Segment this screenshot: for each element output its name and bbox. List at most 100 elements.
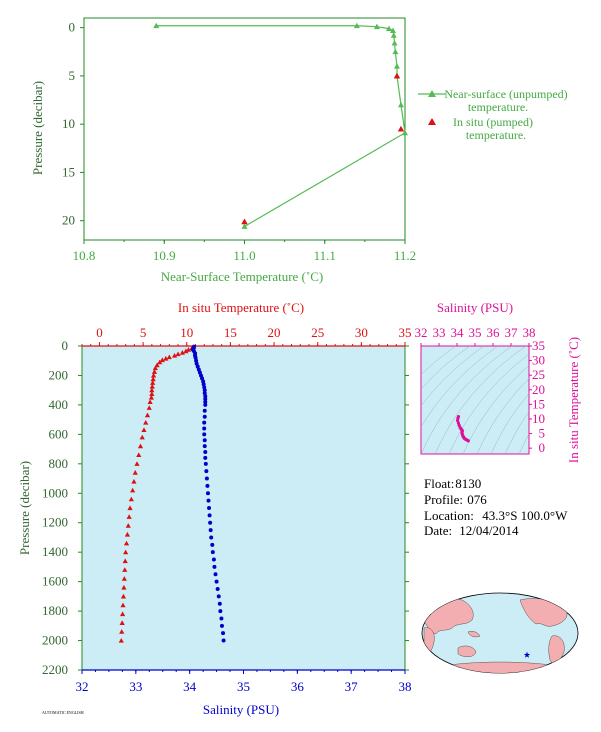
unpumped-temperature-point <box>392 48 399 55</box>
salinity-point <box>208 520 213 525</box>
in-situ-temperature-point <box>131 478 137 484</box>
ts-x-tick-label: 32 <box>415 325 428 340</box>
top-x-tick-label: 10.9 <box>153 248 176 263</box>
density-contour <box>421 346 499 428</box>
pumped-temperature-point <box>393 72 401 79</box>
ts-y-tick-label: 25 <box>532 367 545 382</box>
ts-point <box>466 439 470 443</box>
salinity-point <box>202 414 207 419</box>
salinity-point <box>204 476 209 481</box>
ts-y-tick-label: 10 <box>532 411 545 426</box>
unpumped-temperature-point <box>373 23 380 30</box>
salinity-point <box>203 450 208 455</box>
ts-y-tick-label: 0 <box>539 440 546 455</box>
salinity-point <box>203 394 208 399</box>
map-land-islands <box>467 631 481 638</box>
density-contour <box>462 365 529 454</box>
pressure-axis-label: Pressure (decibar) <box>17 461 32 555</box>
date-label: Date: <box>424 523 453 538</box>
unpumped-temperature-point <box>390 32 397 38</box>
in-situ-temperature-point <box>151 369 158 374</box>
salinity-point <box>205 491 210 496</box>
in-situ-temperature-point <box>148 394 155 400</box>
salinity-point <box>210 542 215 547</box>
pressure-tick-label: 1800 <box>42 603 68 618</box>
salinity-point <box>216 594 221 599</box>
pressure-tick-label: 2200 <box>42 662 68 677</box>
ts-y-tick-label: 35 <box>532 338 545 353</box>
temperature-axis-label: In situ Temperature (˚C) <box>178 300 304 315</box>
in-situ-temperature-point <box>157 359 163 365</box>
pressure-tick-label: 400 <box>49 397 69 412</box>
ts-point <box>455 418 460 423</box>
salinity-tick-label: 36 <box>291 679 305 694</box>
temperature-tick-label: 10 <box>180 325 193 340</box>
salinity-point <box>207 513 212 518</box>
in-situ-temperature-point <box>150 380 156 385</box>
in-situ-temperature-point <box>141 427 147 433</box>
footer-note: AUTOMATIC ENGLISH <box>42 710 84 715</box>
salinity-point <box>209 535 214 540</box>
in-situ-temperature-point <box>132 470 138 475</box>
salinity-point <box>206 498 211 503</box>
salinity-point <box>202 420 207 425</box>
in-situ-temperature-point <box>120 593 127 599</box>
ts-x-tick-label: 37 <box>505 325 519 340</box>
in-situ-temperature-point <box>119 620 125 625</box>
salinity-point <box>218 609 223 614</box>
legend-label-unpumped-line2: temperature. <box>468 100 528 114</box>
top-y-tick-label: 10 <box>62 116 75 131</box>
in-situ-temperature-point <box>137 443 144 449</box>
salinity-point <box>208 528 213 533</box>
temperature-tick-label: 20 <box>268 325 281 340</box>
salinity-point <box>217 601 222 606</box>
pumped-temperature-point <box>397 125 405 132</box>
salinity-point <box>203 402 208 407</box>
in-situ-temperature-point <box>146 405 152 410</box>
in-situ-temperature-point <box>124 531 130 537</box>
in-situ-temperature-point <box>119 629 125 634</box>
in-situ-temperature-point <box>139 434 145 440</box>
unpumped-temperature-point <box>391 40 398 46</box>
in-situ-temperature-point <box>163 355 169 361</box>
density-contour <box>421 346 471 390</box>
ts-x-tick-label: 38 <box>523 325 536 340</box>
float-value: 8130 <box>455 476 482 491</box>
salinity-tick-label: 35 <box>237 679 250 694</box>
density-contour <box>518 433 529 454</box>
near-surface-temperature-plot: 10.8 10.9 11.0 11.1 11.2 0 5 10 15 20 Near-Surfa… <box>30 17 568 284</box>
top-y-tick-label: 15 <box>62 164 75 179</box>
legend-label-pumped: In situ (pumped) <box>453 115 533 129</box>
salinity-tick-label: 33 <box>129 679 142 694</box>
density-contour <box>504 411 529 454</box>
in-situ-temperature-point <box>171 352 178 358</box>
temperature-tick-label: 0 <box>96 325 103 340</box>
in-situ-temperature-point <box>179 350 185 355</box>
in-situ-temperature-point <box>127 505 133 511</box>
in-situ-temperature-point <box>136 452 142 458</box>
salinity-point <box>210 550 215 555</box>
top-x-tick-label: 11.0 <box>233 248 255 263</box>
salinity-tick-label: 38 <box>399 679 412 694</box>
float-label: Float: <box>424 476 455 491</box>
salinity-tick-label: 32 <box>76 679 89 694</box>
float-location-star <box>523 651 531 658</box>
in-situ-temperature-point <box>166 354 172 360</box>
in-situ-temperature-point <box>119 611 126 617</box>
salinity-tick-label: 34 <box>183 679 197 694</box>
in-situ-temperature-point <box>149 391 155 396</box>
salinity-point <box>211 557 216 562</box>
main-plot-frame <box>81 345 406 671</box>
legend-label-pumped-line2: temperature. <box>466 128 526 142</box>
salinity-point <box>202 444 207 449</box>
top-x-tick-label: 10.8 <box>73 248 96 263</box>
in-situ-temperature-point <box>130 487 136 493</box>
in-situ-temperature-point <box>143 419 149 425</box>
ts-x-tick-label: 34 <box>451 325 465 340</box>
in-situ-temperature-point <box>123 540 130 546</box>
ts-x-tick-label: 35 <box>469 325 482 340</box>
pumped-temperature-point <box>241 218 248 225</box>
top-x-tick-label: 11.2 <box>394 248 416 263</box>
salinity-point <box>207 506 212 510</box>
